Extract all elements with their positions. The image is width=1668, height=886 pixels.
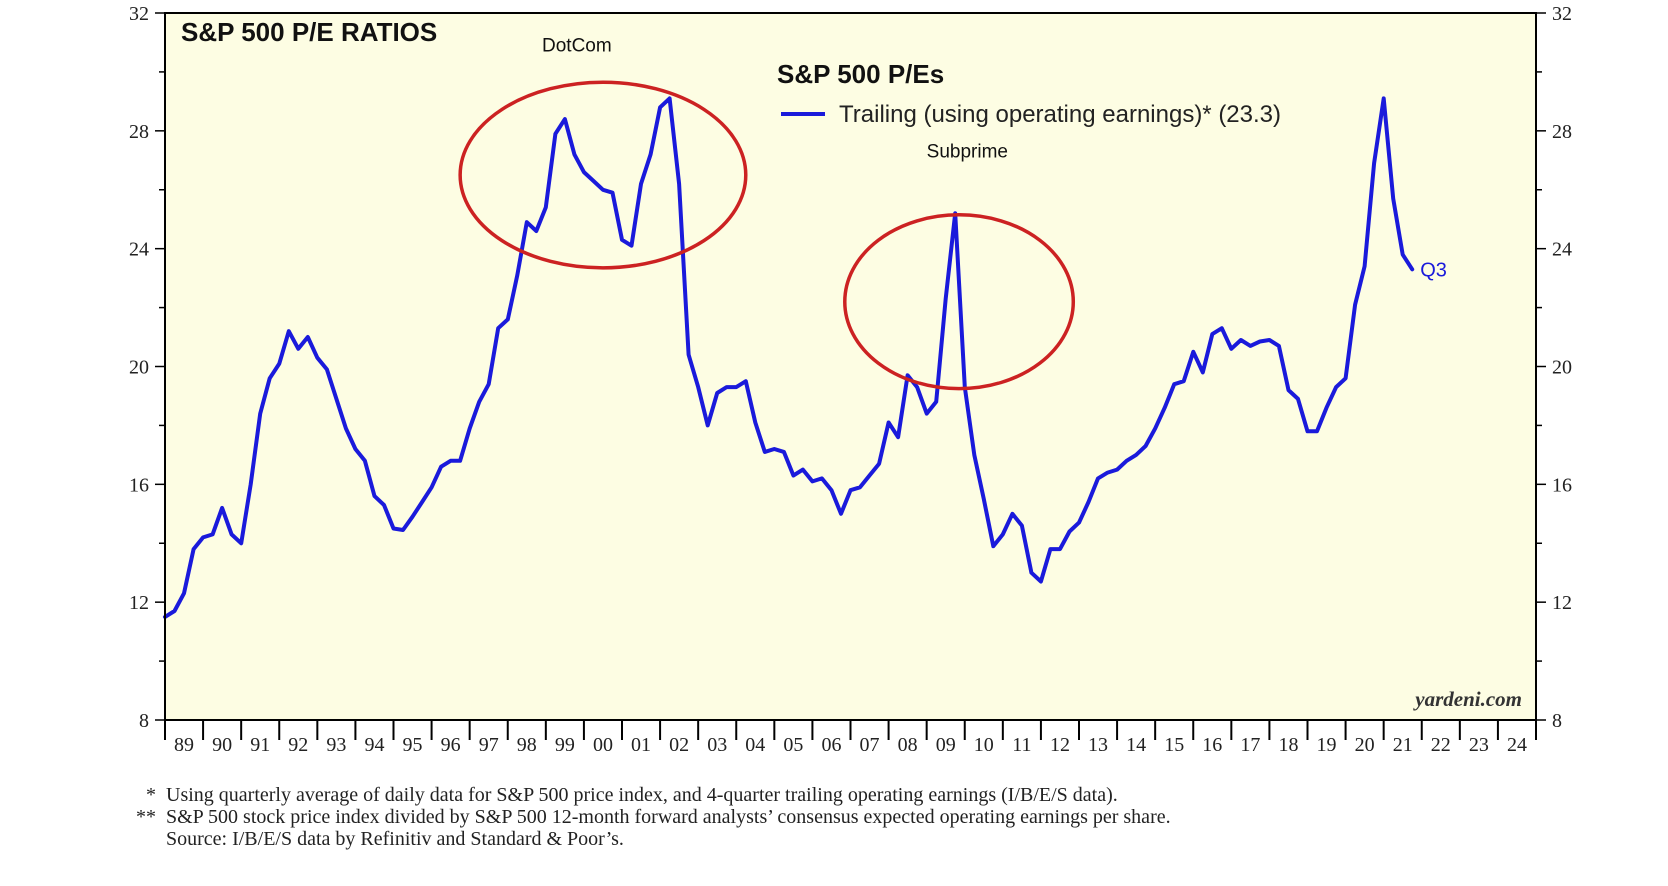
- x-tick-label: 03: [707, 734, 727, 756]
- annotation-ellipse: [458, 80, 748, 270]
- x-tick-label: 90: [212, 734, 232, 756]
- y-tick-label: 16: [1552, 474, 1572, 496]
- x-axis: 89 90 91 92 93 94 95 96 97 98 99 00 01 02 03 04 05 06 07 08…: [164, 720, 1537, 756]
- footnote-text: Source: I/B/E/S data by Refinitiv and St…: [166, 828, 624, 850]
- x-tick-label: 18: [1278, 734, 1298, 756]
- plot-area: [165, 13, 1536, 720]
- series-line-trailing-pe: [163, 96, 1415, 619]
- x-tick-label: 23: [1469, 734, 1489, 756]
- x-tick-label: 04: [745, 734, 765, 756]
- x-tick-label: 24: [1507, 734, 1527, 756]
- x-tick-label: 01: [631, 734, 651, 756]
- footnote-marker: [128, 828, 166, 850]
- y-tick-label: 32: [129, 3, 149, 25]
- x-tick-label: 99: [555, 734, 575, 756]
- x-tick-label: 02: [669, 734, 689, 756]
- x-tick-label: 10: [974, 734, 994, 756]
- x-tick-label: 12: [1050, 734, 1070, 756]
- x-tick-label: 98: [517, 734, 537, 756]
- y-tick-label: 8: [1552, 710, 1562, 732]
- x-tick-label: 17: [1240, 734, 1260, 756]
- x-tick-label: 11: [1012, 734, 1031, 756]
- x-tick-label: 89: [174, 734, 194, 756]
- x-tick-label: 00: [593, 734, 613, 756]
- x-tick-label: 96: [441, 734, 461, 756]
- annotation-ellipse: [843, 213, 1076, 391]
- plot-frame: [164, 12, 1537, 721]
- x-tick-label: 91: [250, 734, 270, 756]
- footnote-text: Using quarterly average of daily data fo…: [166, 784, 1118, 806]
- x-tick-label: 94: [364, 734, 384, 756]
- y-tick-label: 28: [1552, 121, 1572, 143]
- watermark: yardeni.com: [1412, 687, 1522, 711]
- y-tick-label: 32: [1552, 3, 1572, 25]
- y-tick-label: 20: [1552, 357, 1572, 379]
- x-tick-label: 07: [860, 734, 880, 756]
- x-tick-label: 09: [936, 734, 956, 756]
- x-tick-label: 05: [783, 734, 803, 756]
- chart-title: S&P 500 P/E RATIOS: [181, 17, 437, 47]
- footnote-2: ** S&P 500 stock price index divided by …: [128, 806, 1528, 828]
- footnote-1: * Using quarterly average of daily data …: [128, 784, 1528, 806]
- x-tick-label: 20: [1355, 734, 1375, 756]
- x-tick-label: 15: [1164, 734, 1184, 756]
- x-tick-label: 22: [1431, 734, 1451, 756]
- x-tick-label: 93: [326, 734, 346, 756]
- series-layer: [163, 96, 1415, 619]
- x-tick-label: 06: [821, 734, 841, 756]
- x-tick-label: 19: [1317, 734, 1337, 756]
- y-tick-label: 12: [129, 592, 149, 614]
- x-tick-label: 21: [1393, 734, 1413, 756]
- annotation-layer: DotCom Subprime: [458, 35, 1076, 391]
- y-tick-label: 28: [129, 121, 149, 143]
- x-tick-label: 92: [288, 734, 308, 756]
- footnote-source: Source: I/B/E/S data by Refinitiv and St…: [128, 828, 1528, 850]
- x-tick-label: 95: [403, 734, 423, 756]
- y-tick-label: 20: [129, 357, 149, 379]
- x-tick-label: 97: [479, 734, 499, 756]
- footnote-text: S&P 500 stock price index divided by S&P…: [166, 806, 1171, 828]
- y-tick-label: 12: [1552, 592, 1572, 614]
- footnotes: * Using quarterly average of daily data …: [128, 784, 1528, 850]
- x-tick-label: 14: [1126, 734, 1146, 756]
- footnote-marker: *: [146, 784, 156, 806]
- y-tick-label: 24: [1552, 239, 1572, 261]
- right-y-axis: 8 12 16 20 24 28 32: [1536, 3, 1572, 732]
- footnote-marker: **: [136, 806, 156, 828]
- legend-title: S&P 500 P/Es: [777, 59, 944, 89]
- y-tick-label: 16: [129, 474, 149, 496]
- y-tick-label: 24: [129, 239, 149, 261]
- annotation-label: Subprime: [927, 141, 1008, 162]
- x-tick-label: 13: [1088, 734, 1108, 756]
- legend-entry-label: Trailing (using operating earnings)* (23…: [839, 101, 1281, 128]
- x-tick-label: 08: [898, 734, 918, 756]
- y-tick-label: 8: [139, 710, 149, 732]
- left-y-axis: 8 12 16 20 24 28 32: [129, 3, 165, 732]
- annotation-label: DotCom: [542, 35, 612, 56]
- x-tick-label: 16: [1202, 734, 1222, 756]
- series-end-label: Q3: [1420, 259, 1447, 281]
